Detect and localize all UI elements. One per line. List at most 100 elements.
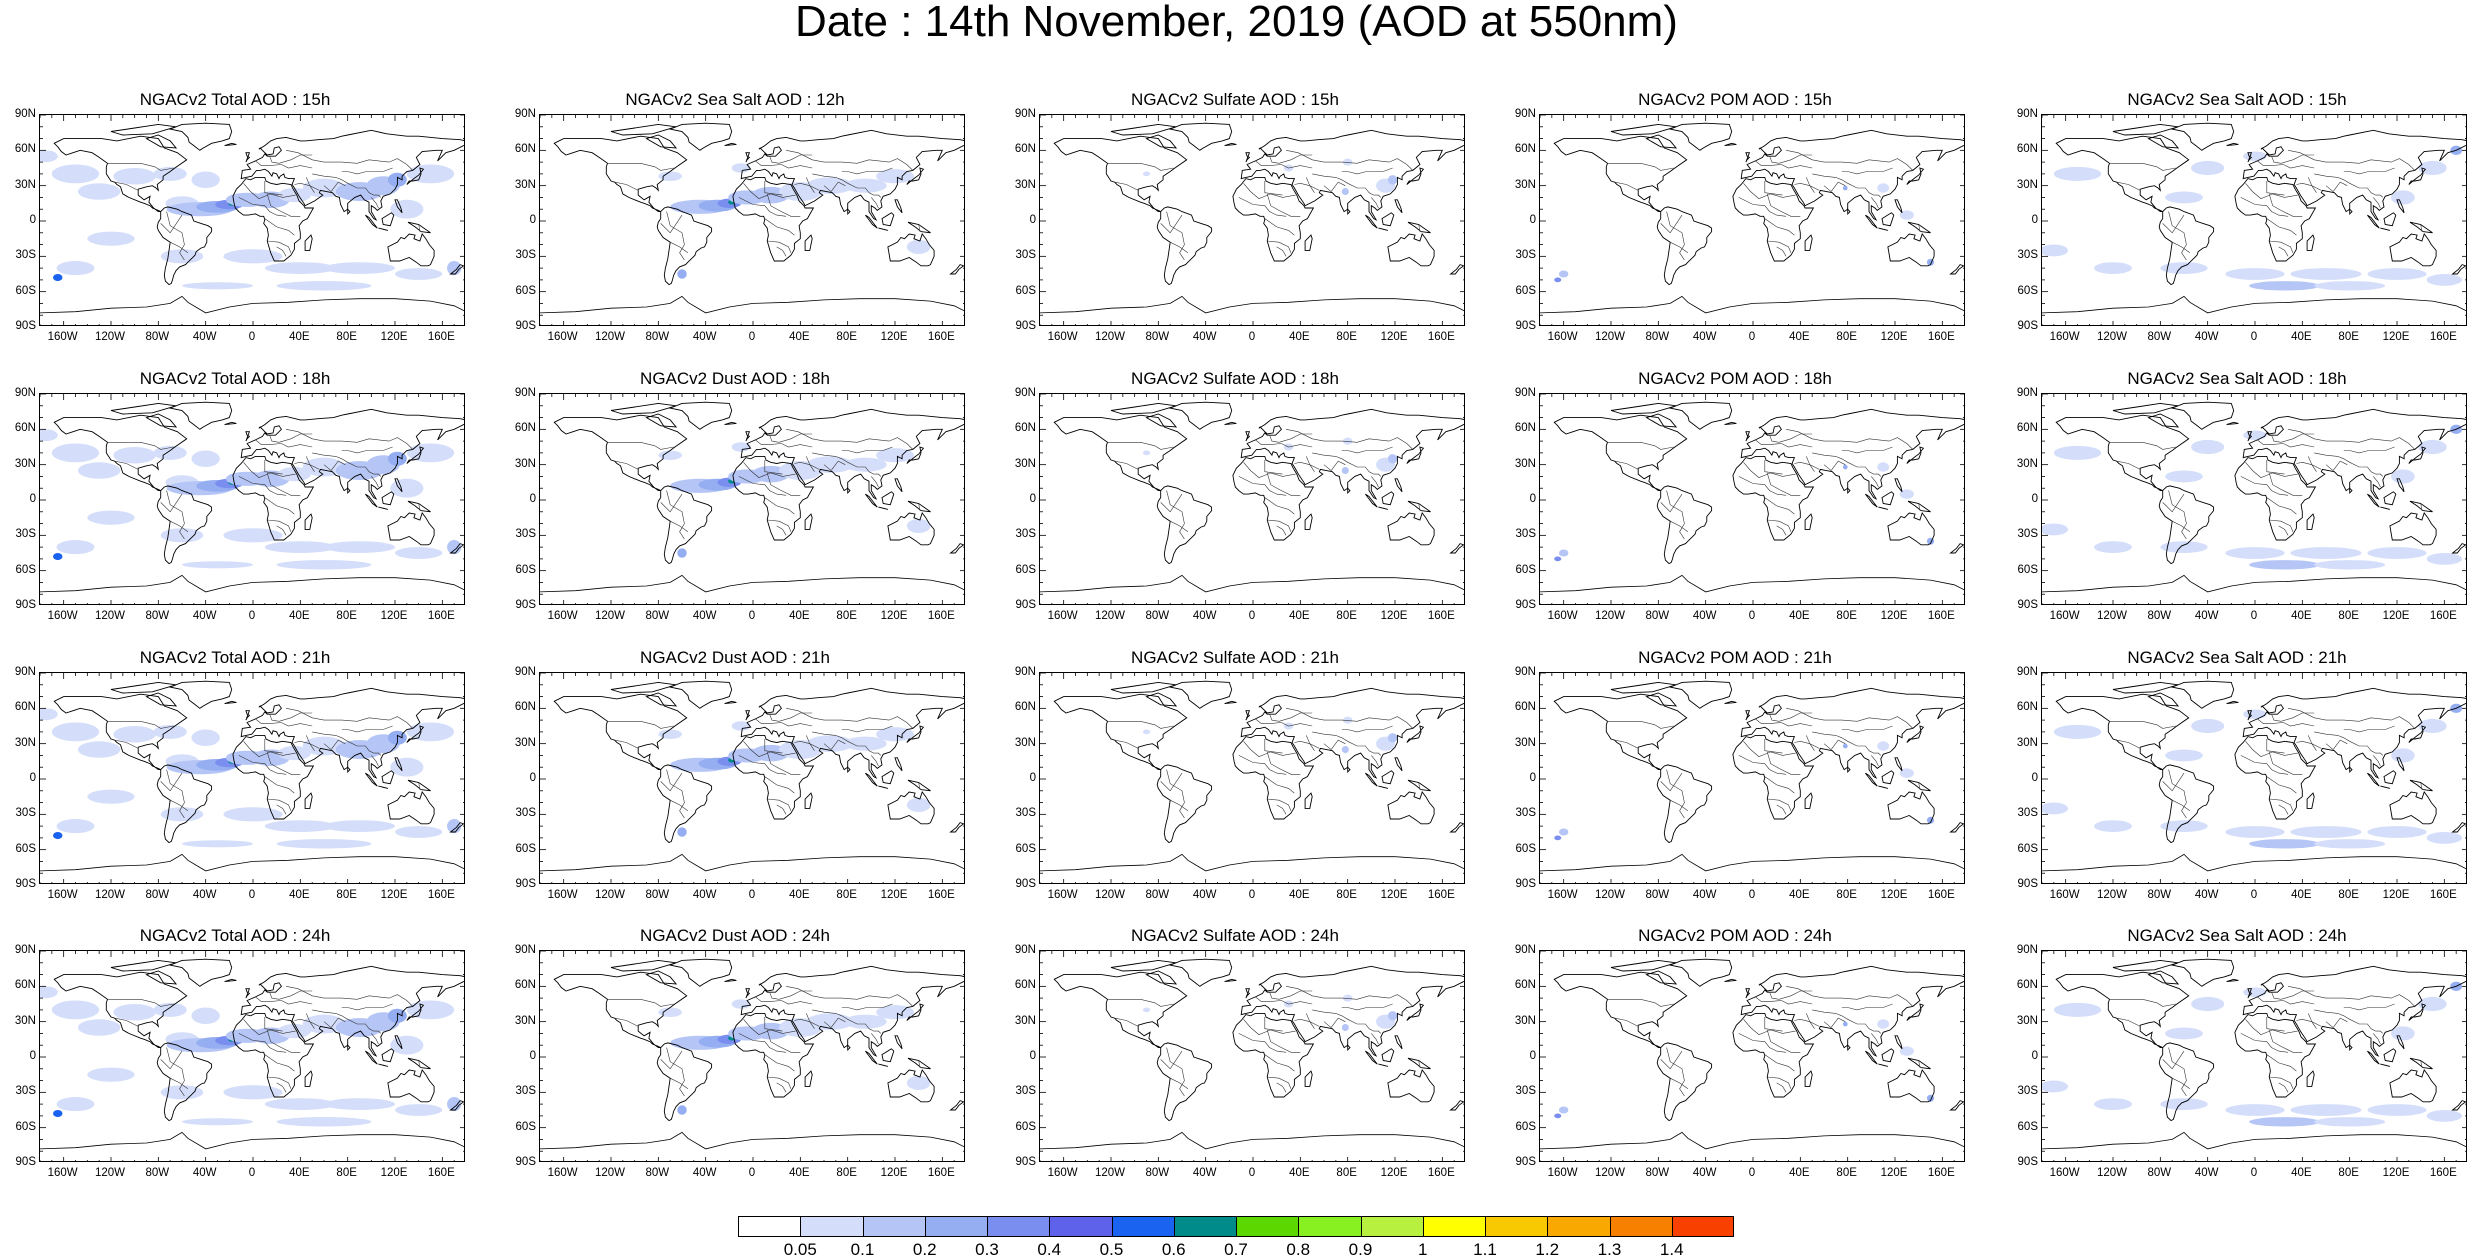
country-border: [341, 725, 393, 733]
lat-tick-label: 30N: [2016, 736, 2038, 749]
country-border: [2343, 725, 2395, 733]
panel-title: NGACv2 Sea Salt AOD : 21h: [2127, 648, 2347, 667]
aod-contour-patch: [51, 1000, 100, 1020]
aod-contour-patch: [844, 457, 887, 472]
lon-tick-label: 120E: [380, 331, 408, 343]
coastline: [1804, 792, 1813, 809]
country-border: [2314, 731, 2372, 751]
coastline: [2147, 413, 2180, 428]
country-border: [1614, 181, 1639, 191]
coastline: [907, 1057, 931, 1070]
lon-tick-label: 40E: [289, 1167, 310, 1179]
country-border: [276, 1082, 287, 1093]
country-border: [166, 769, 185, 819]
lat-tick-label: 90S: [1515, 878, 1536, 890]
lon-tick-label: 80E: [336, 610, 357, 622]
country-border: [2240, 197, 2289, 217]
country-border: [670, 799, 689, 812]
lat-tick-label: 90S: [515, 599, 536, 611]
lon-tick-label: 0: [248, 1167, 256, 1179]
lat-tick-label: 30S: [1515, 249, 1536, 262]
country-border: [1764, 218, 1795, 236]
country-border: [1786, 986, 1914, 1007]
aod-contour-patch: [1554, 835, 1562, 841]
country-border: [2288, 150, 2416, 171]
coastline: [365, 772, 378, 787]
coastline: [745, 710, 751, 721]
coastline: [887, 512, 935, 546]
coastline: [656, 764, 713, 844]
country-border: [1868, 471, 1882, 477]
coastline: [1406, 725, 1425, 743]
country-border: [764, 181, 783, 196]
coastline: [610, 402, 677, 415]
coastline: [2242, 687, 2466, 779]
aod-contour-patch: [1142, 729, 1151, 735]
coastline: [2242, 965, 2466, 1057]
country-border: [1276, 804, 1287, 815]
axis-ticks: [2042, 394, 2466, 604]
lat-tick-label: 30S: [2017, 1085, 2038, 1098]
lon-tick-label: 80E: [836, 331, 857, 343]
lon-tick-label: 0: [1748, 331, 1756, 343]
aod-contour-patch: [302, 1014, 346, 1034]
lon-tick-label: 40W: [192, 889, 217, 901]
panel-title: NGACv2 Total AOD : 24h: [139, 926, 331, 945]
lon-tick-label: 80W: [1645, 331, 1670, 343]
coastline: [2396, 478, 2405, 493]
coastline: [2383, 1048, 2397, 1063]
colorbar-swatch: [1547, 1216, 1610, 1237]
panel-title: NGACv2 Sulfate AOD : 21h: [1131, 648, 1339, 667]
aod-contour-patch: [395, 826, 443, 838]
country-border: [1766, 472, 1801, 496]
lon-tick-label: 80W: [2147, 1167, 2172, 1179]
map-panel: NGACv2 POM AOD : 15h 90N 60N 30N 0 30S 60S 90S 1…: [1500, 90, 1970, 343]
colorbar-label: 0.6: [1161, 1240, 1186, 1259]
aod-contour-patch: [731, 999, 751, 1009]
lat-tick-label: 30S: [515, 249, 536, 262]
lon-tick-label: 160E: [927, 1167, 955, 1179]
coastline: [1610, 681, 1677, 694]
aod-contour-patch: [1342, 437, 1353, 445]
coastline: [1394, 757, 1403, 772]
lon-tick-label: 80W: [145, 889, 170, 901]
coastline: [745, 988, 751, 999]
coastline: [232, 734, 315, 820]
country-border: [264, 497, 295, 515]
country-border: [607, 999, 674, 1007]
coastline: [2234, 734, 2317, 820]
coastline: [740, 687, 964, 779]
panel-title: NGACv2 Total AOD : 15h: [139, 90, 331, 109]
map-panel: NGACv2 Sea Salt AOD : 15h 90N 60N 30N 0 30S 60…: [2002, 90, 2472, 343]
lon-tick-label: 0: [748, 610, 756, 622]
coastline: [1804, 1070, 1813, 1087]
colorbar-label: 0.2: [912, 1240, 937, 1259]
coastline: [347, 766, 351, 773]
coastline: [668, 958, 733, 987]
aod-contour-patch: [1877, 741, 1890, 751]
country-border: [868, 1028, 882, 1034]
coastline: [2349, 766, 2353, 773]
coastline: [1145, 970, 1178, 985]
coastline: [1865, 493, 1878, 508]
country-border: [2266, 776, 2297, 794]
country-border: [1418, 1060, 1421, 1068]
aod-contour-patch: [1387, 454, 1398, 464]
aod-contour-patch: [2314, 281, 2386, 291]
country-border: [266, 751, 301, 775]
lon-tick-label: 160E: [2429, 1167, 2457, 1179]
lat-tick-label: 60N: [14, 979, 36, 992]
country-border: [868, 192, 882, 198]
country-border: [755, 439, 813, 448]
country-border: [670, 1077, 689, 1090]
country-border: [2168, 490, 2187, 540]
country-border: [1812, 1009, 1870, 1029]
coastline: [740, 129, 964, 221]
lat-tick-label: 60N: [514, 701, 536, 714]
country-border: [1755, 718, 1813, 727]
coastline: [878, 785, 889, 789]
aod-contour-patch: [2165, 191, 2203, 204]
axis-ticks: [1540, 115, 1964, 325]
country-border: [776, 246, 787, 257]
country-border: [767, 1076, 792, 1089]
